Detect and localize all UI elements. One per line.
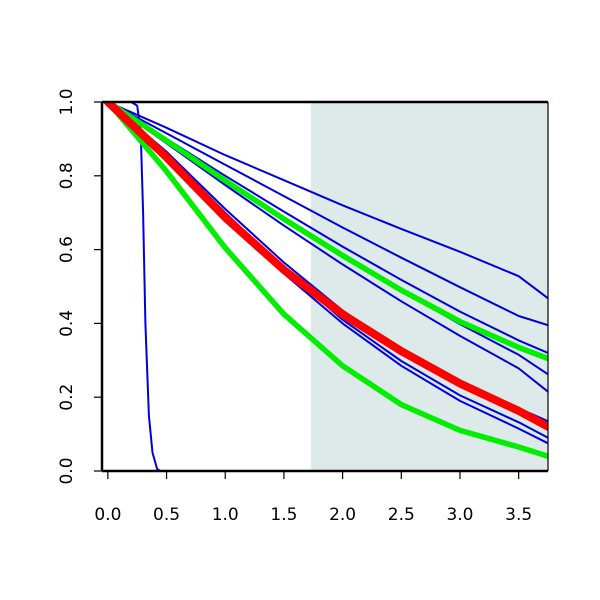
x-tick-label: 2.5 — [388, 505, 415, 525]
series-line-12 — [103, 102, 548, 431]
axes-layer — [100, 100, 549, 473]
x-tick-label: 0.5 — [153, 505, 180, 525]
series-line-11 — [105, 102, 548, 459]
series-line-3 — [106, 102, 548, 327]
x-tick-label: 0.0 — [94, 505, 121, 525]
x-tick-label: 3.0 — [446, 505, 473, 525]
y-tick-label: 0.2 — [57, 384, 77, 411]
y-tick-label: 0.4 — [57, 310, 77, 337]
x-tick-label: 1.5 — [270, 505, 297, 525]
series-layer — [103, 102, 548, 471]
y-tick-label: 0.6 — [57, 236, 77, 263]
tick-layer: 0.0 0.5 1.0 1.5 2.0 2.5 3.0 3.5 0.0 0.2 0.4 0.6 0.8 1… — [57, 88, 532, 525]
y-tick-label: 0.0 — [57, 457, 77, 484]
series-line-2 — [106, 102, 548, 300]
x-tick-label: 2.0 — [329, 505, 356, 525]
series-line-10 — [105, 102, 548, 362]
x-tick-label: 1.0 — [212, 505, 239, 525]
y-tick-label: 1.0 — [57, 88, 77, 115]
y-tick-label: 0.8 — [57, 162, 77, 189]
x-tick-label: 3.5 — [505, 505, 532, 525]
